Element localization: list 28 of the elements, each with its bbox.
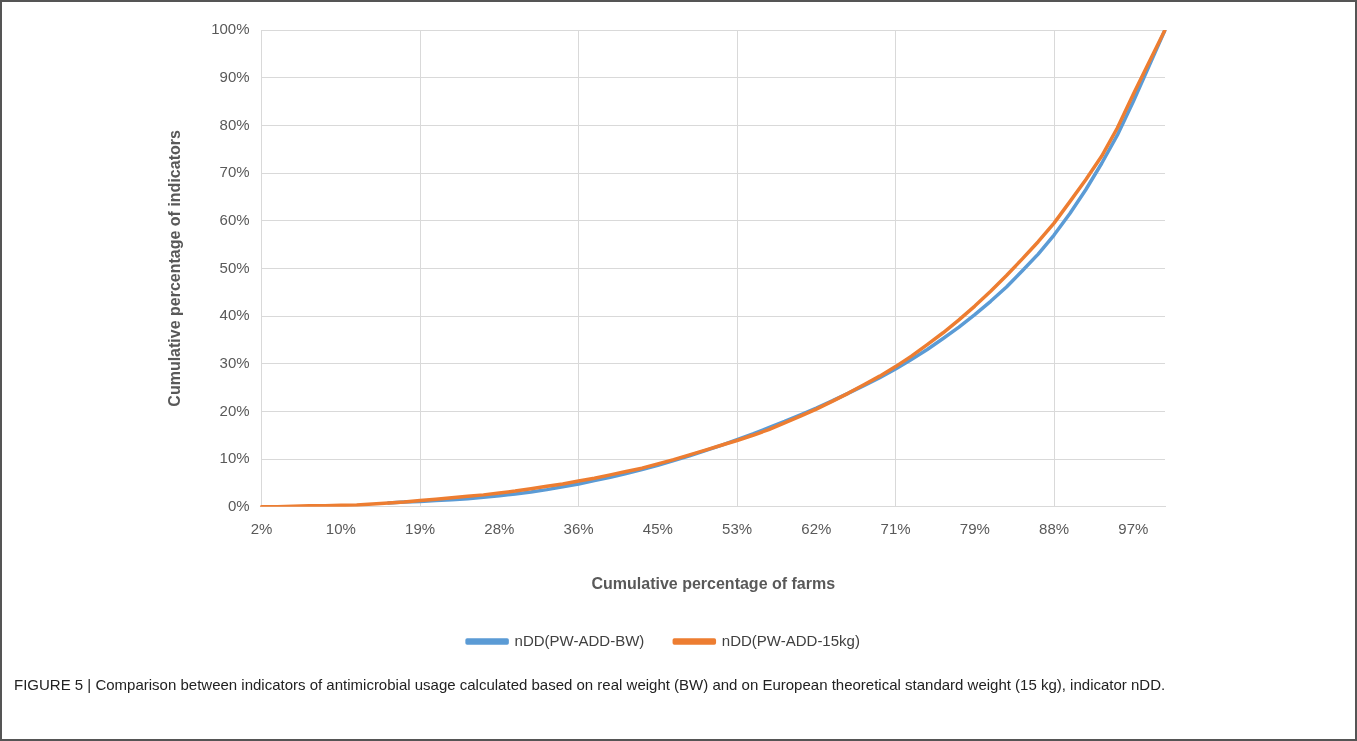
x-tick-label: 10% — [325, 519, 356, 537]
x-tick-label: 28% — [484, 519, 515, 537]
y-tick-label: 40% — [219, 306, 250, 324]
y-tick-label: 60% — [219, 210, 250, 228]
x-tick-label: 45% — [642, 519, 673, 537]
y-tick-label: 20% — [219, 401, 250, 419]
x-tick-label: 19% — [405, 519, 436, 537]
x-axis-title: Cumulative percentage of farms — [591, 574, 836, 592]
y-axis-title: Cumulative percentage of indicators — [166, 130, 184, 407]
x-tick-label: 71% — [880, 519, 911, 537]
x-tick-label: 88% — [1039, 519, 1070, 537]
x-tick-label: 62% — [801, 519, 832, 537]
x-tick-label: 79% — [959, 519, 990, 537]
y-tick-label: 0% — [227, 496, 250, 514]
y-tick-label: 50% — [219, 258, 250, 276]
y-tick-label: 90% — [219, 67, 250, 85]
x-tick-label: 36% — [563, 519, 594, 537]
y-tick-label: 80% — [219, 115, 250, 133]
legend-label: nDD(PW-ADD-BW) — [514, 631, 645, 649]
y-tick-label: 10% — [219, 449, 250, 467]
x-tick-label: 2% — [250, 519, 273, 537]
legend-label: nDD(PW-ADD-15kg) — [721, 631, 860, 649]
x-tick-label: 97% — [1118, 519, 1149, 537]
x-tick-label: 53% — [722, 519, 753, 537]
y-tick-label: 70% — [219, 163, 250, 181]
y-tick-label: 100% — [211, 20, 250, 38]
y-tick-label: 30% — [219, 353, 250, 371]
caption: FIGURE 5 | Comparison between indicators of antimicrobial usage calculated based on real weight (BW) and on European theoretical standard weight (15 kg), indicator nDD. — [14, 675, 1167, 695]
